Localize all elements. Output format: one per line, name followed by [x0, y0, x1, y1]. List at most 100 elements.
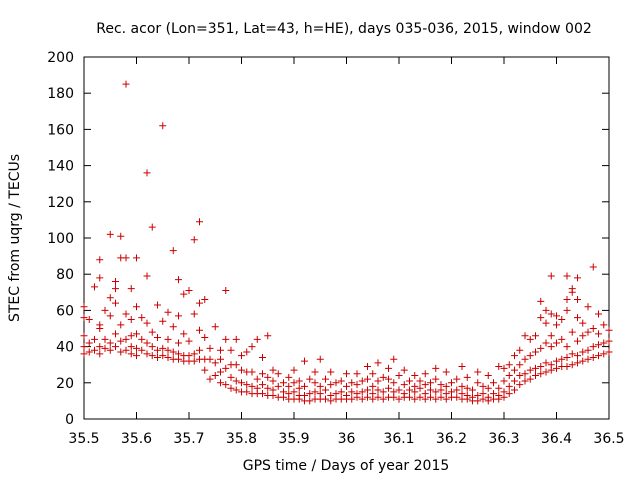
data-point: [91, 335, 98, 343]
data-point: [600, 350, 608, 358]
data-point: [112, 330, 119, 338]
data-point: [133, 303, 140, 311]
data-point: [568, 285, 576, 293]
data-point: [343, 382, 350, 390]
data-point: [595, 330, 602, 338]
data-point: [458, 363, 466, 371]
y-tick-label: 60: [56, 303, 74, 319]
data-point: [563, 353, 571, 361]
data-point: [474, 379, 482, 387]
data-point: [584, 346, 592, 354]
data-point: [474, 368, 482, 376]
data-point: [290, 379, 298, 387]
data-point: [217, 355, 224, 363]
data-point: [85, 348, 93, 356]
data-point: [406, 377, 413, 385]
data-point: [80, 314, 88, 322]
data-point: [222, 364, 230, 372]
data-point: [448, 388, 455, 396]
x-tick-labels: 35.5 35.6 35.7 35.8 35.9 36 36.1 36.2 36.3 36.4 36…: [68, 431, 624, 447]
data-point: [96, 350, 104, 358]
data-point: [143, 339, 151, 347]
data-point: [133, 344, 140, 352]
data-point: [185, 286, 193, 294]
data-point: [427, 393, 434, 401]
data-point: [605, 337, 613, 345]
data-point: [169, 247, 177, 255]
data-point: [553, 339, 560, 347]
data-point: [122, 254, 130, 262]
x-tick-label: 35.6: [121, 431, 152, 447]
data-point: [164, 346, 172, 354]
data-point: [558, 335, 566, 343]
data-point: [385, 384, 392, 392]
x-tick-label: 36.2: [436, 431, 467, 447]
data-point: [159, 344, 167, 352]
data-point: [348, 395, 356, 403]
data-point: [101, 306, 109, 314]
data-point: [264, 373, 272, 381]
data-point: [259, 381, 266, 389]
data-point: [584, 328, 592, 336]
data-point: [337, 388, 345, 396]
data-point: [516, 372, 524, 380]
data-point: [243, 348, 251, 356]
data-point: [222, 381, 230, 389]
data-point: [427, 379, 434, 387]
data-point: [259, 370, 266, 378]
data-point: [85, 315, 93, 323]
data-point: [227, 373, 235, 381]
data-point: [574, 352, 581, 360]
data-point: [227, 384, 235, 392]
data-point: [369, 370, 377, 378]
data-point: [589, 343, 597, 351]
data-point: [127, 350, 135, 358]
data-point: [526, 375, 534, 383]
data-point: [112, 299, 119, 307]
data-point: [400, 390, 408, 398]
data-point: [274, 370, 282, 378]
data-point: [164, 353, 172, 361]
data-point: [332, 390, 340, 398]
data-point: [374, 393, 382, 401]
data-point: [574, 314, 581, 322]
data-point: [463, 373, 471, 381]
data-point: [248, 368, 256, 376]
data-point: [563, 343, 571, 351]
data-point: [227, 346, 235, 354]
data-point: [374, 359, 382, 367]
data-point: [589, 325, 597, 332]
data-point: [80, 332, 88, 340]
data-point: [196, 218, 203, 226]
data-point: [154, 334, 161, 342]
data-point: [584, 303, 592, 311]
data-point: [80, 350, 88, 358]
data-point: [96, 321, 104, 329]
data-point: [122, 346, 130, 354]
data-point: [127, 343, 135, 351]
data-point: [484, 384, 492, 392]
y-tick-label: 40: [56, 340, 74, 356]
data-point: [112, 343, 119, 351]
data-point: [80, 303, 88, 311]
data-point: [463, 391, 471, 399]
data-point: [138, 335, 146, 343]
data-point: [416, 377, 424, 385]
data-point: [600, 339, 608, 347]
data-point: [201, 366, 209, 374]
y-tick-label: 0: [65, 412, 74, 428]
y-tick-label: 200: [47, 50, 74, 66]
data-point: [190, 357, 198, 365]
data-point: [395, 386, 403, 394]
data-point: [521, 355, 529, 363]
data-point: [547, 310, 555, 318]
y-tick-label: 20: [56, 376, 74, 392]
data-point: [327, 391, 335, 399]
data-point: [516, 361, 524, 369]
data-point: [316, 382, 324, 390]
data-point: [196, 346, 203, 354]
data-point: [600, 321, 608, 329]
data-point: [421, 370, 429, 378]
data-point: [238, 352, 245, 360]
data-point: [211, 323, 219, 331]
